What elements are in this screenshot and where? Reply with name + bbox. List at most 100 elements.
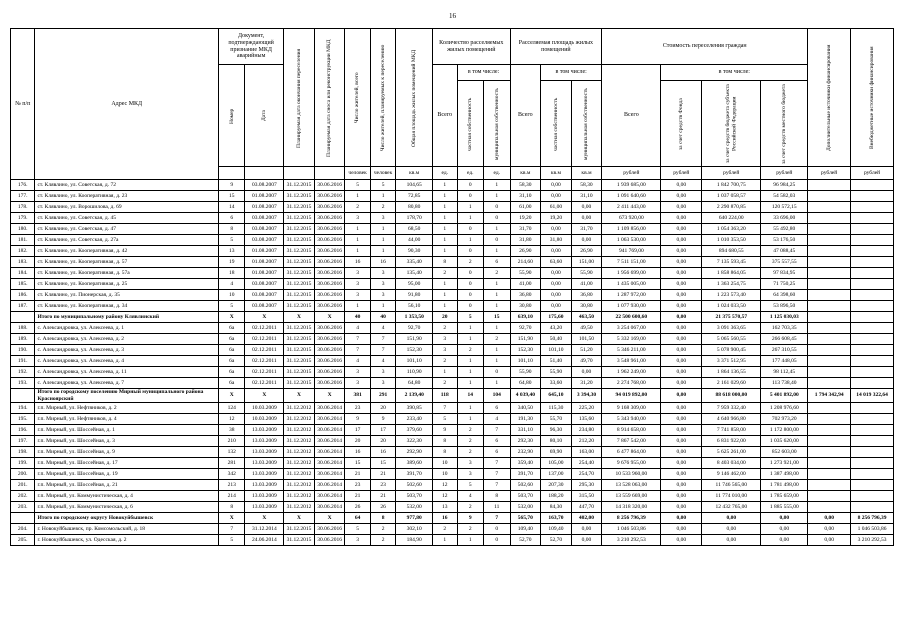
value-cell: 88 618 000,00	[701, 387, 762, 404]
value-cell: 3	[344, 212, 371, 224]
value-cell	[807, 267, 852, 279]
value-cell: 30.06.2016	[313, 234, 346, 246]
value-cell: 0,00	[760, 512, 809, 525]
table-row: 184. ст. Клявлино, ул. Кооперативная, д. …	[9, 267, 894, 279]
value-cell: 5	[217, 534, 246, 547]
value-cell: 0,00	[540, 179, 572, 191]
value-cell: 1 024 033,50	[701, 300, 762, 312]
value-cell: 3 371 512,95	[701, 355, 762, 367]
value-cell: 132	[217, 446, 246, 459]
value-cell: 203.	[9, 501, 36, 514]
value-cell: 10.03.2009	[244, 413, 285, 426]
value-cell: 58,30	[570, 179, 603, 191]
value-cell: 7 135 593,45	[701, 256, 762, 268]
value-cell: 9	[344, 413, 371, 426]
value-cell: 7	[483, 424, 511, 437]
value-cell: 30.06.2014	[313, 501, 346, 514]
value-cell: 291	[369, 387, 397, 404]
value-cell: 183.	[9, 256, 36, 268]
value-cell: 5	[217, 234, 246, 246]
value-cell: 0,00	[660, 344, 703, 356]
table-row: 204. г. Новокуйбышевск, пр. Комсомольский…	[9, 523, 894, 536]
value-cell: 52,70	[540, 534, 572, 547]
value-cell: 7 511 151,00	[601, 256, 662, 268]
value-cell: 135,40	[395, 267, 434, 279]
value-cell: 191.	[9, 355, 36, 367]
value-cell: 4 640 966,80	[701, 413, 762, 426]
value-cell: 03.08.2007	[244, 289, 285, 301]
value-cell: 151,90	[509, 333, 542, 345]
value-cell: 0,00	[660, 479, 703, 492]
table-row: 179. ст. Клявлино, ул. Советская, д. 45 6 0…	[9, 212, 894, 224]
value-cell: 64,80	[395, 377, 434, 389]
value-cell: 0,00	[807, 523, 852, 536]
table-row: 181. ст. Клявлино, ул. Советская, д. 27а 5…	[9, 234, 894, 246]
value-cell: Х	[283, 311, 315, 323]
address-cell: г.п. Мирный, ул. Шоссейная, д. 21	[34, 479, 219, 492]
value-cell: 1 125 030,03	[760, 311, 809, 323]
value-cell: 72,85	[395, 190, 434, 202]
value-cell: Х	[283, 512, 315, 525]
value-cell: 1 939 685,00	[601, 179, 662, 191]
value-cell: 94 019 892,00	[601, 387, 662, 404]
value-cell: 179.	[9, 212, 36, 224]
value-cell: 6а	[217, 377, 246, 389]
value-cell: 12	[432, 490, 458, 503]
value-cell: 7	[483, 468, 511, 481]
value-cell: 1	[483, 355, 511, 367]
value-cell: 33,60	[540, 377, 572, 389]
value-cell: 1 223 573,40	[701, 289, 762, 301]
value-cell: 266 608,45	[760, 333, 809, 345]
value-cell: 0,00	[701, 512, 762, 525]
value-cell: 61,00	[540, 201, 572, 213]
value-cell	[850, 344, 894, 356]
value-cell: 0,00	[701, 523, 762, 536]
value-cell: 1	[344, 223, 371, 235]
value-cell: 17	[344, 424, 371, 437]
value-cell: 21	[344, 490, 371, 503]
value-cell: 30.06.2016	[313, 534, 346, 547]
value-cell: 31.12.2015	[283, 267, 315, 279]
value-cell: 941 769,00	[601, 245, 662, 257]
value-cell: 0,00	[570, 366, 603, 378]
value-cell: 13.03.2009	[244, 490, 285, 503]
value-cell: 1 785 659,00	[760, 490, 809, 503]
value-cell: 7 867 542,00	[601, 435, 662, 448]
value-cell: 92,70	[509, 322, 542, 334]
value-cell: 51,40	[540, 355, 572, 367]
value-cell: 0	[483, 201, 511, 213]
value-cell: 7	[483, 457, 511, 470]
value-cell: 7 959 332,40	[701, 402, 762, 415]
value-cell: 31,20	[570, 377, 603, 389]
value-cell	[850, 267, 894, 279]
value-cell: 3	[369, 278, 397, 290]
table-row: 187. ст. Клявлино, ул. Кооперативная, д. …	[9, 300, 894, 312]
value-cell: 64 398,60	[760, 289, 809, 301]
value-cell: 1	[483, 190, 511, 202]
value-cell: 30.06.2016	[313, 344, 346, 356]
value-cell: 31.12.2015	[283, 523, 315, 536]
value-cell: 7	[432, 402, 458, 415]
value-cell: 1	[456, 366, 485, 378]
value-cell: Х	[313, 387, 346, 404]
value-cell: 0	[483, 234, 511, 246]
value-cell: 10	[432, 457, 458, 470]
value-cell: Х	[217, 311, 246, 323]
value-cell: 182.	[9, 245, 36, 257]
value-cell: 1 063 530,00	[601, 234, 662, 246]
value-cell: 98 112,45	[760, 366, 809, 378]
value-cell: 152,30	[509, 344, 542, 356]
value-cell: 0,00	[660, 333, 703, 345]
value-cell: 24.06.2014	[244, 534, 285, 547]
value-cell: 2	[432, 523, 458, 536]
value-cell: 0,00	[660, 311, 703, 323]
value-cell: 3	[432, 344, 458, 356]
value-cell: 12	[217, 413, 246, 426]
value-cell: 1	[456, 234, 485, 246]
value-cell: 2	[369, 534, 397, 547]
value-cell: 30.06.2016	[313, 366, 346, 378]
value-cell: 38	[217, 424, 246, 437]
value-cell: 3 548 961,00	[601, 355, 662, 367]
value-cell: Х	[217, 387, 246, 404]
value-cell: 80,80	[395, 201, 434, 213]
